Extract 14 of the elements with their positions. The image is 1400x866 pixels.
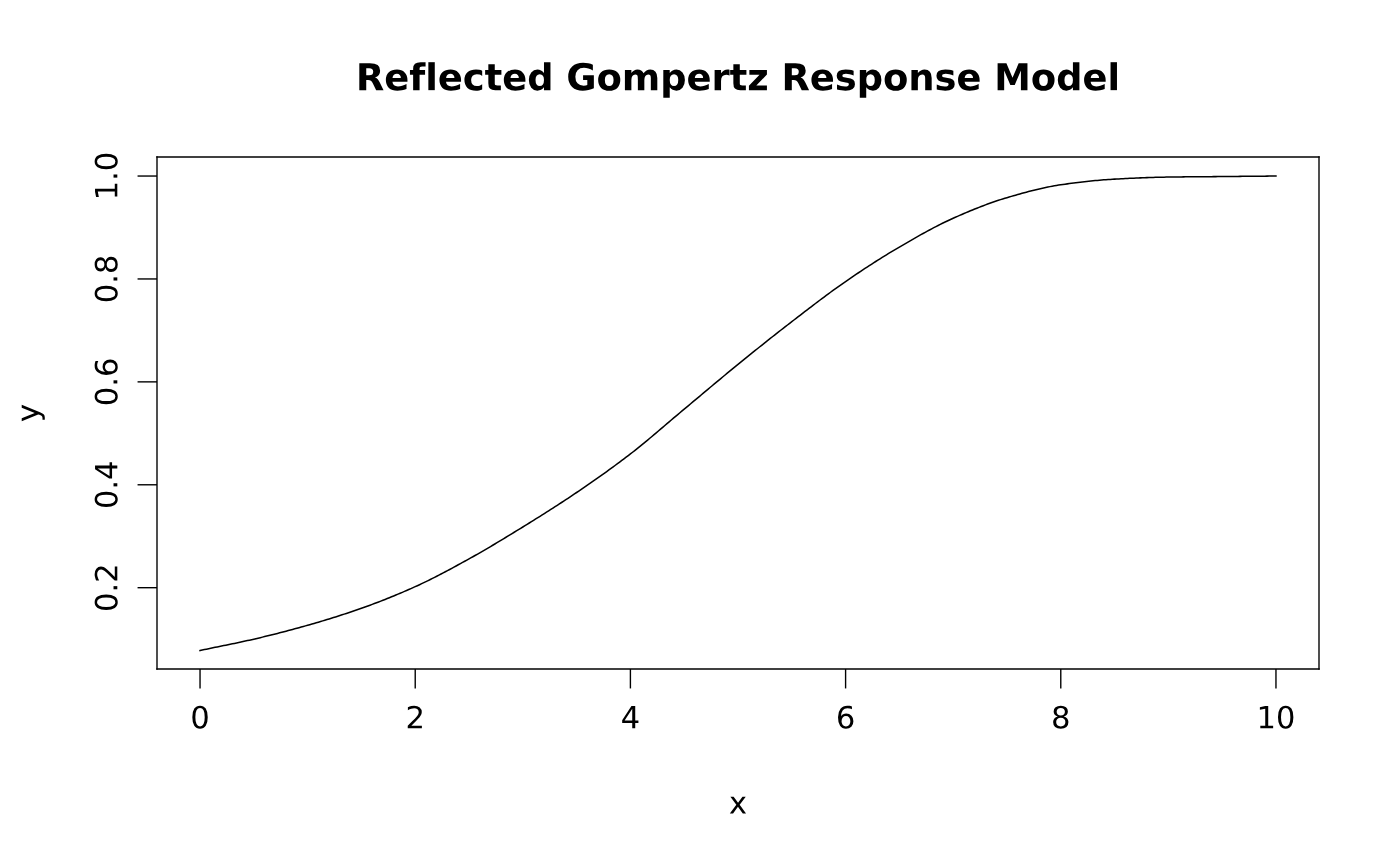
- x-tick-label: 0: [192, 705, 208, 729]
- y-tick-label: 0.4: [94, 462, 118, 508]
- x-tick-label: 8: [1053, 705, 1069, 729]
- y-tick-label: 0.8: [94, 256, 118, 302]
- x-axis-title: x: [729, 796, 747, 814]
- x-tick-label: 10: [1259, 705, 1294, 729]
- y-tick-label: 1.0: [94, 153, 118, 197]
- x-tick-label: 2: [407, 705, 422, 729]
- y-axis-title: y: [21, 404, 45, 422]
- x-tick-label: 4: [622, 706, 639, 729]
- y-tick-label: 0.6: [94, 359, 118, 405]
- y-tick-label: 0.2: [94, 566, 118, 610]
- chart-title: Reflected Gompertz Response Model: [359, 62, 1117, 98]
- x-tick-label: 6: [838, 705, 854, 729]
